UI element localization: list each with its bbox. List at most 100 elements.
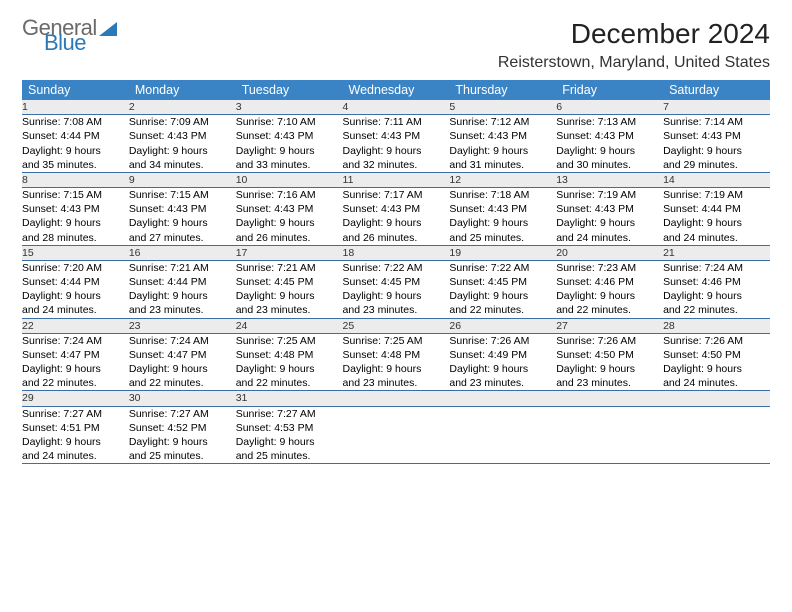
day-daylight2: and 30 minutes. [556, 158, 663, 172]
day-daylight2: and 27 minutes. [129, 231, 236, 245]
day-sunset: Sunset: 4:51 PM [22, 421, 129, 435]
day-number-cell: 25 [343, 318, 450, 333]
day-daylight2: and 24 minutes. [556, 231, 663, 245]
day-detail-cell: Sunrise: 7:22 AMSunset: 4:45 PMDaylight:… [449, 260, 556, 318]
weekday-header: Tuesday [236, 80, 343, 100]
day-detail-cell: Sunrise: 7:17 AMSunset: 4:43 PMDaylight:… [343, 188, 450, 246]
weekday-header: Friday [556, 80, 663, 100]
day-daylight1: Daylight: 9 hours [236, 435, 343, 449]
day-number-cell: 16 [129, 245, 236, 260]
day-daylight2: and 26 minutes. [236, 231, 343, 245]
day-daylight2: and 25 minutes. [129, 449, 236, 463]
day-detail-cell: Sunrise: 7:15 AMSunset: 4:43 PMDaylight:… [22, 188, 129, 246]
day-daylight2: and 22 minutes. [236, 376, 343, 390]
day-daylight1: Daylight: 9 hours [22, 216, 129, 230]
day-number-row: 22232425262728 [22, 318, 770, 333]
day-detail-cell: Sunrise: 7:24 AMSunset: 4:47 PMDaylight:… [129, 333, 236, 391]
day-number-cell: 12 [449, 172, 556, 187]
day-number-cell: 7 [663, 100, 770, 115]
day-sunset: Sunset: 4:44 PM [129, 275, 236, 289]
day-sunset: Sunset: 4:43 PM [343, 129, 450, 143]
day-daylight1: Daylight: 9 hours [343, 216, 450, 230]
day-sunrise: Sunrise: 7:27 AM [129, 407, 236, 421]
day-sunrise: Sunrise: 7:10 AM [236, 115, 343, 129]
day-daylight2: and 23 minutes. [343, 303, 450, 317]
day-sunset: Sunset: 4:50 PM [556, 348, 663, 362]
day-number-cell: 1 [22, 100, 129, 115]
weekday-header: Saturday [663, 80, 770, 100]
day-sunset: Sunset: 4:46 PM [556, 275, 663, 289]
day-detail-cell: Sunrise: 7:21 AMSunset: 4:45 PMDaylight:… [236, 260, 343, 318]
day-daylight1: Daylight: 9 hours [449, 289, 556, 303]
day-detail-cell: Sunrise: 7:08 AMSunset: 4:44 PMDaylight:… [22, 115, 129, 173]
day-daylight1: Daylight: 9 hours [236, 216, 343, 230]
day-daylight1: Daylight: 9 hours [22, 144, 129, 158]
day-daylight1: Daylight: 9 hours [556, 144, 663, 158]
day-sunrise: Sunrise: 7:25 AM [343, 334, 450, 348]
day-number-row: 891011121314 [22, 172, 770, 187]
day-sunrise: Sunrise: 7:21 AM [129, 261, 236, 275]
day-number-cell: 11 [343, 172, 450, 187]
day-sunrise: Sunrise: 7:13 AM [556, 115, 663, 129]
day-sunrise: Sunrise: 7:22 AM [343, 261, 450, 275]
day-daylight1: Daylight: 9 hours [236, 144, 343, 158]
day-detail-cell: Sunrise: 7:25 AMSunset: 4:48 PMDaylight:… [236, 333, 343, 391]
day-number-cell: 14 [663, 172, 770, 187]
day-detail-cell: Sunrise: 7:27 AMSunset: 4:53 PMDaylight:… [236, 406, 343, 464]
day-sunrise: Sunrise: 7:12 AM [449, 115, 556, 129]
day-sunset: Sunset: 4:45 PM [449, 275, 556, 289]
day-detail-cell: Sunrise: 7:27 AMSunset: 4:51 PMDaylight:… [22, 406, 129, 464]
day-detail-cell: Sunrise: 7:15 AMSunset: 4:43 PMDaylight:… [129, 188, 236, 246]
day-detail-row: Sunrise: 7:27 AMSunset: 4:51 PM Daylight:… [22, 406, 770, 464]
day-detail-row: Sunrise: 7:20 AMSunset: 4:44 PMDaylight:… [22, 260, 770, 318]
day-daylight2: and 22 minutes. [449, 303, 556, 317]
day-daylight2: and 33 minutes. [236, 158, 343, 172]
day-number-row: 15161718192021 [22, 245, 770, 260]
day-daylight1: Daylight: 9 hours [556, 289, 663, 303]
day-daylight1: Daylight: 9 hours [663, 144, 770, 158]
day-daylight1: Daylight: 9 hours [663, 216, 770, 230]
day-number-cell: 19 [449, 245, 556, 260]
day-detail-cell: Sunrise: 7:13 AMSunset: 4:43 PMDaylight:… [556, 115, 663, 173]
day-detail-cell: Sunrise: 7:14 AMSunset: 4:43 PMDaylight:… [663, 115, 770, 173]
month-title: December 2024 [498, 18, 770, 50]
day-sunrise: Sunrise: 7:24 AM [663, 261, 770, 275]
weekday-header: Thursday [449, 80, 556, 100]
day-number-cell: 20 [556, 245, 663, 260]
day-number-row: 293031 [22, 391, 770, 406]
day-sunrise: Sunrise: 7:23 AM [556, 261, 663, 275]
day-daylight2: and 23 minutes. [236, 303, 343, 317]
day-sunset: Sunset: 4:44 PM [22, 129, 129, 143]
title-block: December 2024 Reisterstown, Maryland, Un… [498, 18, 770, 72]
day-sunset: Sunset: 4:49 PM [449, 348, 556, 362]
day-sunrise: Sunrise: 7:22 AM [449, 261, 556, 275]
day-sunset: Sunset: 4:43 PM [236, 202, 343, 216]
day-sunset: Sunset: 4:45 PM [236, 275, 343, 289]
day-number-cell: 8 [22, 172, 129, 187]
day-detail-cell: Sunrise: 7:26 AMSunset: 4:50 PMDaylight:… [556, 333, 663, 391]
day-daylight2: and 35 minutes. [22, 158, 129, 172]
day-daylight1: Daylight: 9 hours [236, 289, 343, 303]
day-sunrise: Sunrise: 7:21 AM [236, 261, 343, 275]
day-detail-cell: Sunrise: 7:12 AMSunset: 4:43 PMDaylight:… [449, 115, 556, 173]
day-sunrise: Sunrise: 7:11 AM [343, 115, 450, 129]
day-number-cell: 31 [236, 391, 343, 406]
day-sunset: Sunset: 4:44 PM [22, 275, 129, 289]
day-number-cell: 21 [663, 245, 770, 260]
day-detail-cell: Sunrise: 7:22 AMSunset: 4:45 PMDaylight:… [343, 260, 450, 318]
day-daylight2: and 24 minutes. [22, 303, 129, 317]
day-daylight1: Daylight: 9 hours [129, 289, 236, 303]
day-number-cell: 26 [449, 318, 556, 333]
day-daylight2: and 31 minutes. [449, 158, 556, 172]
day-sunrise: Sunrise: 7:09 AM [129, 115, 236, 129]
day-daylight1: Daylight: 9 hours [449, 216, 556, 230]
day-detail-row: Sunrise: 7:15 AMSunset: 4:43 PMDaylight:… [22, 188, 770, 246]
day-number-cell [449, 391, 556, 406]
day-sunrise: Sunrise: 7:25 AM [236, 334, 343, 348]
day-number-cell: 2 [129, 100, 236, 115]
day-detail-cell: Sunrise: 7:27 AMSunset: 4:52 PMDaylight:… [129, 406, 236, 464]
day-daylight1: Daylight: 9 hours [22, 289, 129, 303]
day-sunrise: Sunrise: 7:26 AM [449, 334, 556, 348]
day-sunset: Sunset: 4:43 PM [449, 129, 556, 143]
day-sunset: Sunset: 4:43 PM [343, 202, 450, 216]
